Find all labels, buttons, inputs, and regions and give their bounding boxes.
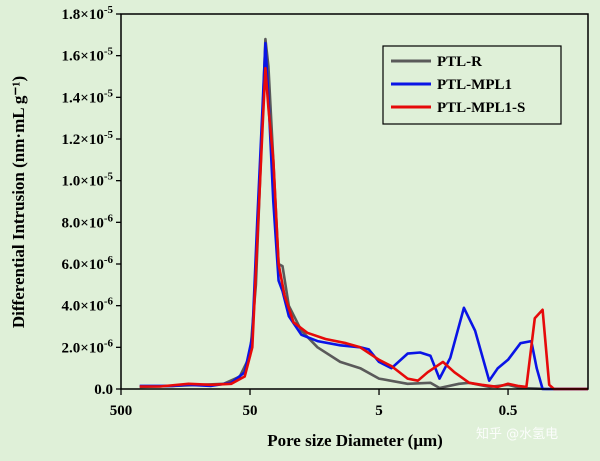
- y-tick-label: 1.8×10-5: [62, 4, 114, 23]
- series-lines: [139, 37, 588, 391]
- y-tick-label-exponent: -5: [104, 4, 114, 16]
- y-tick-label-base: 8.0×10: [62, 215, 104, 231]
- x-tick-label: 5: [375, 403, 383, 419]
- y-tick-label: 6.0×10-6: [62, 254, 114, 273]
- y-tick-label: 1.0×10-5: [62, 171, 114, 190]
- axis-ticks: [116, 13, 509, 395]
- y-tick-label-exponent: -6: [104, 212, 114, 224]
- legend-box: [382, 45, 562, 125]
- y-tick-label: 4.0×10-6: [62, 296, 114, 315]
- y-tick-label-base: 2.0×10: [62, 340, 104, 356]
- y-tick-label-exponent: -6: [104, 254, 114, 266]
- y-tick-label-base: 1.2×10: [62, 132, 104, 148]
- y-tick-label: 1.4×10-5: [62, 87, 114, 106]
- y-tick-label-exponent: -6: [104, 296, 114, 308]
- y-tick-label: 1.6×10-5: [62, 46, 114, 65]
- series-line-3: [139, 66, 588, 391]
- x-axis-title: Pore size Diameter (μm): [267, 431, 443, 450]
- y-tick-label-base: 1.8×10: [62, 7, 104, 23]
- y-tick-label: 1.2×10-5: [62, 129, 114, 148]
- legend-label: PTL-R: [437, 54, 482, 70]
- y-tick-label: 2.0×10-6: [62, 337, 114, 356]
- y-tick-label-base: 0.0: [94, 382, 113, 398]
- x-tick-labels: 500 50 5 0.5: [110, 403, 518, 419]
- legend-label: PTL-MPL1-S: [437, 100, 525, 116]
- y-tick-label-exponent: -5: [104, 46, 114, 58]
- y-tick-label-base: 1.0×10: [62, 174, 104, 190]
- y-tick-label-exponent: -6: [104, 337, 114, 349]
- y-tick-label-base: 1.4×10: [62, 90, 104, 106]
- y-tick-label-exponent: -5: [104, 171, 114, 183]
- watermark-text: 知乎 @水氢电: [476, 426, 558, 442]
- y-tick-label: 8.0×10-6: [62, 212, 114, 231]
- plot-frame: [120, 13, 589, 390]
- y-tick-labels: 0.02.0×10-64.0×10-66.0×10-68.0×10-61.0×1…: [62, 4, 114, 398]
- y-axis-title: Differential Intrusion (nm·mL g⁻¹): [9, 76, 28, 328]
- y-tick-label-base: 4.0×10: [62, 299, 104, 315]
- y-tick-label: 0.0: [94, 382, 113, 398]
- legend: PTL-R PTL-MPL1 PTL-MPL1-S: [382, 45, 562, 125]
- y-tick-label-exponent: -5: [104, 87, 114, 99]
- y-tick-label-base: 1.6×10: [62, 49, 104, 65]
- y-tick-label-base: 6.0×10: [62, 257, 104, 273]
- x-tick-label: 500: [110, 403, 133, 419]
- y-tick-label-exponent: -5: [104, 129, 114, 141]
- x-tick-label: 50: [243, 403, 258, 419]
- legend-label: PTL-MPL1: [437, 77, 512, 93]
- x-tick-label: 0.5: [499, 403, 518, 419]
